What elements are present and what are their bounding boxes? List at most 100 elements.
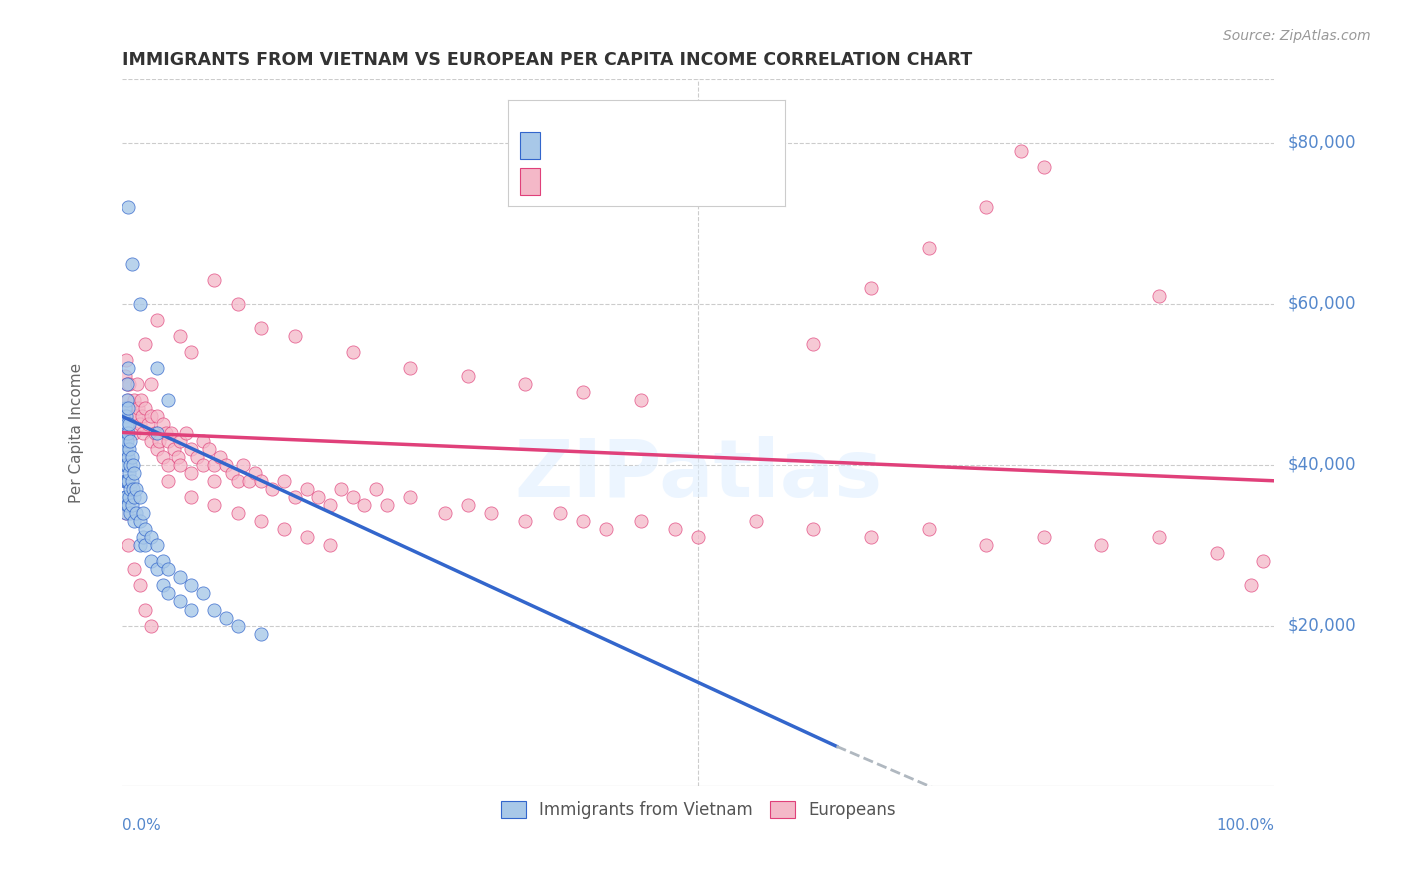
Point <box>146 409 169 424</box>
Point <box>152 578 174 592</box>
Point <box>134 538 156 552</box>
Point <box>169 594 191 608</box>
Point <box>121 409 143 424</box>
Point <box>121 257 143 271</box>
Point <box>226 474 249 488</box>
Point <box>284 490 307 504</box>
Point <box>120 458 142 472</box>
Point <box>122 562 145 576</box>
Point <box>226 297 249 311</box>
Point <box>121 458 143 472</box>
Point <box>307 490 329 504</box>
Point <box>209 450 232 464</box>
Point <box>399 361 422 376</box>
Point <box>515 377 537 392</box>
Point <box>115 434 138 448</box>
Text: 100.0%: 100.0% <box>1216 818 1274 833</box>
Point <box>284 329 307 343</box>
Point <box>114 401 136 416</box>
Point <box>134 602 156 616</box>
Point <box>974 200 997 214</box>
Point <box>243 466 266 480</box>
Point <box>318 538 340 552</box>
Point <box>375 498 398 512</box>
Point <box>664 522 686 536</box>
Point <box>1032 530 1054 544</box>
Point <box>134 401 156 416</box>
Text: 120: 120 <box>679 172 716 190</box>
Point <box>249 626 271 640</box>
Point <box>226 506 249 520</box>
Point <box>457 498 479 512</box>
Point <box>215 610 238 624</box>
Point <box>117 498 139 512</box>
Point <box>1205 546 1227 560</box>
Point <box>318 498 340 512</box>
Point <box>114 458 136 472</box>
Point <box>1147 289 1170 303</box>
Point <box>180 466 202 480</box>
Point <box>143 425 166 440</box>
Point <box>169 458 191 472</box>
Point <box>197 442 219 456</box>
Point <box>148 434 170 448</box>
Point <box>180 490 202 504</box>
Point <box>515 514 537 528</box>
Point <box>169 434 191 448</box>
Point <box>120 506 142 520</box>
Point <box>125 409 148 424</box>
Point <box>204 273 226 287</box>
Point <box>548 506 571 520</box>
Point <box>120 434 142 448</box>
Point <box>204 474 226 488</box>
Text: -0.110: -0.110 <box>586 172 651 190</box>
Point <box>117 393 139 408</box>
Point <box>139 530 162 544</box>
Point <box>572 385 595 400</box>
Point <box>128 514 150 528</box>
Point <box>114 474 136 488</box>
Point <box>139 409 162 424</box>
Point <box>121 450 143 464</box>
Point <box>295 530 318 544</box>
Point <box>180 578 202 592</box>
Point <box>112 425 135 440</box>
Point <box>117 401 139 416</box>
Point <box>342 490 364 504</box>
Point <box>114 353 136 368</box>
Point <box>114 369 136 384</box>
Point <box>249 321 271 335</box>
Point <box>226 618 249 632</box>
Point <box>152 554 174 568</box>
Point <box>399 490 422 504</box>
Text: N =: N = <box>648 172 685 190</box>
Point <box>155 425 177 440</box>
Point <box>262 482 284 496</box>
Point <box>136 417 159 432</box>
Point <box>114 442 136 456</box>
Text: R =: R = <box>550 172 586 190</box>
Point <box>249 514 271 528</box>
Point <box>115 474 138 488</box>
Text: $80,000: $80,000 <box>1288 134 1357 152</box>
Point <box>330 482 353 496</box>
Point <box>595 522 617 536</box>
FancyBboxPatch shape <box>520 132 540 160</box>
Point <box>232 458 254 472</box>
Text: $40,000: $40,000 <box>1288 456 1357 474</box>
Point <box>132 530 155 544</box>
Point <box>1010 144 1032 158</box>
Point <box>114 450 136 464</box>
Point <box>479 506 502 520</box>
Point <box>118 442 141 456</box>
Point <box>273 474 295 488</box>
Point <box>204 602 226 616</box>
Point <box>204 498 226 512</box>
Point <box>114 425 136 440</box>
Point <box>115 377 138 392</box>
Point <box>125 506 148 520</box>
Point <box>169 329 191 343</box>
Text: IMMIGRANTS FROM VIETNAM VS EUROPEAN PER CAPITA INCOME CORRELATION CHART: IMMIGRANTS FROM VIETNAM VS EUROPEAN PER … <box>122 51 973 69</box>
Point <box>139 554 162 568</box>
Point <box>128 490 150 504</box>
